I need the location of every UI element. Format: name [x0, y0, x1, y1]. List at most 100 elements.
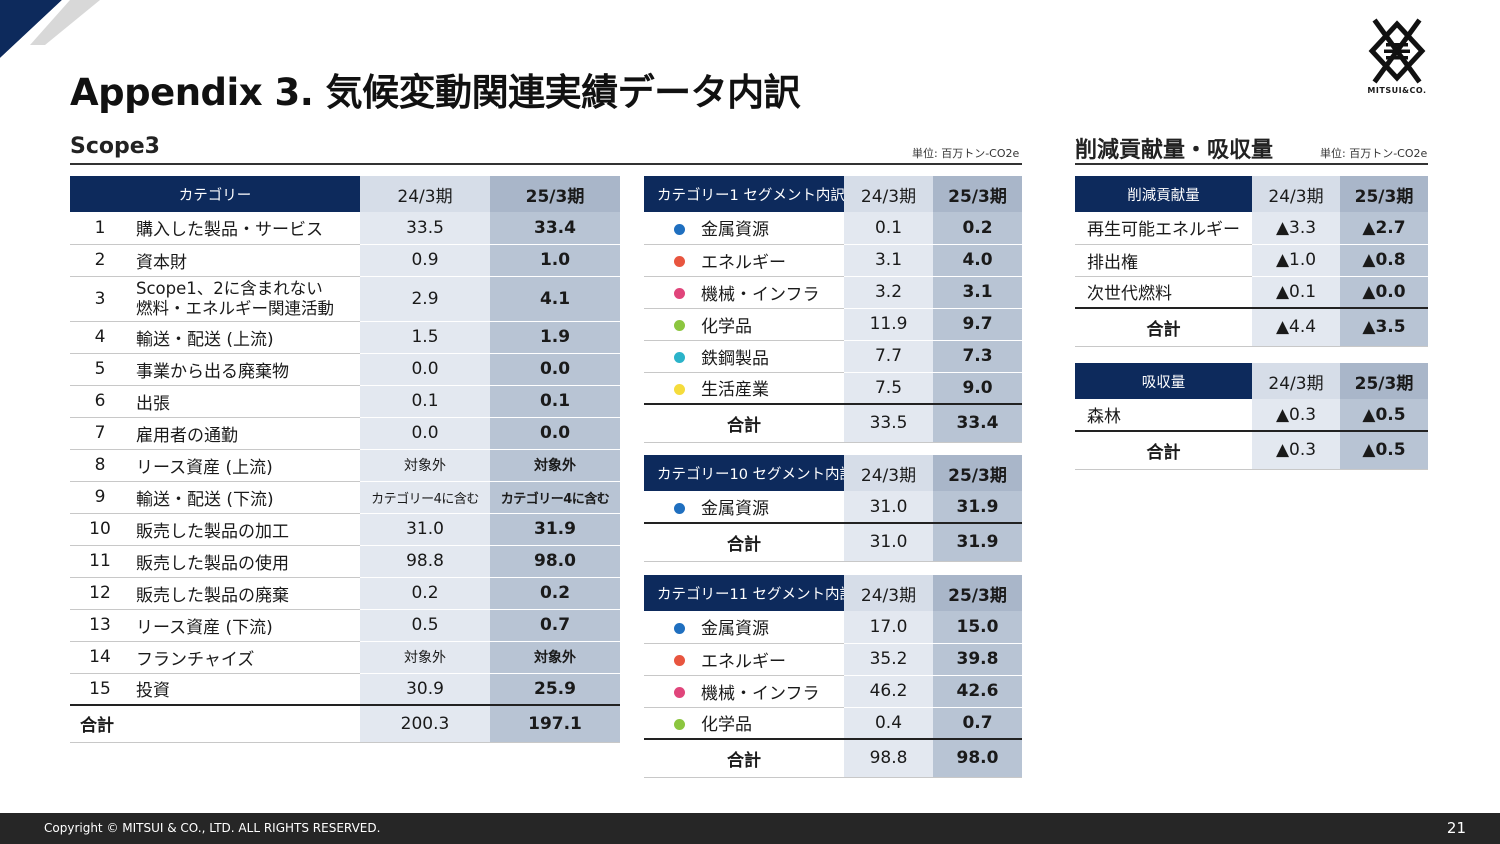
header-fy25: 25/3期: [933, 575, 1022, 611]
header-fy24: 24/3期: [844, 455, 933, 491]
row-number: 12: [70, 577, 130, 610]
copyright-text: Copyright © MITSUI & CO., LTD. ALL RIGHT…: [44, 821, 381, 835]
value-fy25: 3.1: [933, 276, 1022, 309]
segment-name: 金属資源: [701, 499, 769, 519]
table-row: 12 販売した製品の廃棄 0.2 0.2: [70, 577, 620, 610]
segment-label: 機械・インフラ: [644, 675, 844, 708]
value-fy25: 0.0: [490, 417, 620, 450]
header-fy24: 24/3期: [1252, 363, 1340, 399]
segment-name: 鉄鋼製品: [701, 348, 769, 369]
value-fy25: 25.9: [490, 673, 620, 706]
header-fy25: 25/3期: [933, 176, 1022, 212]
value-fy24: 0.9: [360, 244, 490, 277]
total-row: 合計 31.0 31.9: [644, 522, 1022, 562]
table-row: 生活産業 7.5 9.0: [644, 372, 1022, 405]
table-row: 排出権 ▲1.0 ▲0.8: [1075, 244, 1428, 277]
footer: Copyright © MITSUI & CO., LTD. ALL RIGHT…: [0, 813, 1500, 844]
table-row: 13 リース資産 (下流) 0.5 0.7: [70, 609, 620, 642]
total-fy24: 200.3: [360, 704, 490, 743]
segment-name: 化学品: [701, 316, 752, 337]
total-fy25: ▲0.5: [1340, 430, 1428, 470]
value-fy25: 33.4: [490, 212, 620, 245]
segment-name: エネルギー: [701, 252, 786, 273]
value-fy25: 4.1: [490, 276, 620, 322]
row-number: 4: [70, 321, 130, 354]
value-fy25: ▲2.7: [1340, 212, 1428, 245]
header-fy25: 25/3期: [933, 455, 1022, 491]
segment-label: 機械・インフラ: [644, 276, 844, 309]
value-fy24: 0.2: [360, 577, 490, 610]
row-label: 排出権: [1075, 244, 1252, 277]
row-label: リース資産 (上流): [130, 449, 360, 482]
value-fy25: 0.7: [490, 609, 620, 642]
table-row: 14 フランチャイズ 対象外 対象外: [70, 641, 620, 674]
category11-table: カテゴリー11 セグメント内訳 24/3期 25/3期 金属資源 17.0 15…: [644, 575, 1022, 778]
value-fy24: 7.7: [844, 340, 933, 373]
value-fy25: カテゴリー4に含む: [490, 481, 620, 514]
row-number: 10: [70, 513, 130, 546]
value-fy25: ▲0.5: [1340, 399, 1428, 432]
value-fy24: 0.0: [360, 353, 490, 386]
value-fy24: 31.0: [844, 491, 933, 524]
segment-label: 金属資源: [644, 491, 844, 524]
table-row: 9 輸送・配送 (下流) カテゴリー4に含む カテゴリー4に含む: [70, 481, 620, 514]
segment-label: 化学品: [644, 707, 844, 740]
segment-dot-icon: [674, 622, 685, 634]
value-fy25: 1.0: [490, 244, 620, 277]
row-number: 1: [70, 212, 130, 245]
value-fy24: 対象外: [360, 449, 490, 482]
table-row: エネルギー 35.2 39.8: [644, 643, 1022, 676]
segment-dot-icon: [674, 320, 685, 331]
corner-decoration: [0, 0, 100, 66]
value-fy25: 31.9: [933, 491, 1022, 524]
table-row: 7 雇用者の通勤 0.0 0.0: [70, 417, 620, 450]
row-number: 8: [70, 449, 130, 482]
total-fy24: ▲4.4: [1252, 307, 1340, 347]
segment-dot-icon: [674, 223, 685, 235]
table-row: 1 購入した製品・サービス 33.5 33.4: [70, 212, 620, 245]
row-label: 販売した製品の廃棄: [130, 577, 360, 610]
value-fy24: 31.0: [360, 513, 490, 546]
row-label: Scope1、2に含まれない 燃料・エネルギー関連活動: [130, 276, 360, 322]
row-label: 資本財: [130, 244, 360, 277]
row-number: 9: [70, 481, 130, 514]
value-fy25: 0.0: [490, 353, 620, 386]
value-fy24: 0.1: [360, 385, 490, 418]
segment-name: 金属資源: [701, 220, 769, 241]
row-label: 事業から出る廃棄物: [130, 353, 360, 386]
segment-dot-icon: [674, 502, 685, 514]
value-fy25: 9.0: [933, 372, 1022, 405]
table-row: 化学品 0.4 0.7: [644, 707, 1022, 740]
value-fy24: ▲1.0: [1252, 244, 1340, 277]
row-label: 輸送・配送 (上流): [130, 321, 360, 354]
value-fy24: 98.8: [360, 545, 490, 578]
value-fy25: 1.9: [490, 321, 620, 354]
total-label: 合計: [1075, 430, 1252, 470]
table-row: 2 資本財 0.9 1.0: [70, 244, 620, 277]
total-row: 合計 33.5 33.4: [644, 403, 1022, 443]
table-row: 化学品 11.9 9.7: [644, 308, 1022, 341]
total-row: 合計 ▲0.3 ▲0.5: [1075, 430, 1428, 470]
value-fy24: 7.5: [844, 372, 933, 405]
table-row: 機械・インフラ 3.2 3.1: [644, 276, 1022, 309]
row-label: フランチャイズ: [130, 641, 360, 674]
row-label: 再生可能エネルギー: [1075, 212, 1252, 245]
table-row: 鉄鋼製品 7.7 7.3: [644, 340, 1022, 373]
value-fy24: ▲3.3: [1252, 212, 1340, 245]
segment-label: 金属資源: [644, 212, 844, 245]
row-label: 森林: [1075, 399, 1252, 432]
value-fy24: 3.2: [844, 276, 933, 309]
table-row: 4 輸送・配送 (上流) 1.5 1.9: [70, 321, 620, 354]
total-fy24: 33.5: [844, 403, 933, 443]
row-number: 15: [70, 673, 130, 706]
row-label: 輸送・配送 (下流): [130, 481, 360, 514]
reduction-rule: [1075, 163, 1428, 165]
segment-dot-icon: [674, 687, 685, 698]
header-fy24: 24/3期: [360, 176, 490, 212]
value-fy25: 0.7: [933, 707, 1022, 740]
segment-name: 金属資源: [701, 619, 769, 640]
row-number: 2: [70, 244, 130, 277]
scope3-unit: 単位: 百万トン-CO2e: [912, 147, 1020, 160]
table-row: エネルギー 3.1 4.0: [644, 244, 1022, 277]
segment-dot-icon: [674, 256, 685, 267]
